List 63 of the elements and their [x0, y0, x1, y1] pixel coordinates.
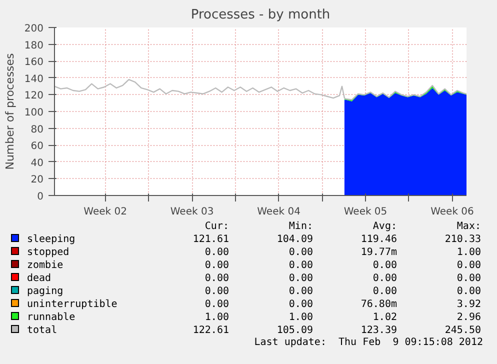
- chart-title: Processes - by month: [190, 8, 330, 22]
- text: 19.77m: [360, 246, 398, 259]
- text: 0.00: [204, 272, 230, 285]
- y-tick-label: 100: [24, 108, 44, 118]
- text: 0.00: [372, 259, 398, 272]
- text: 210.33: [444, 233, 482, 246]
- y-tick-label: 80: [30, 124, 44, 136]
- text: 1.00: [288, 311, 314, 324]
- legend-label: total: [26, 324, 58, 337]
- text: 123.39: [360, 324, 398, 337]
- text: 0.00: [204, 259, 230, 272]
- y-tick-label: 200: [24, 24, 44, 34]
- text: 2.96: [456, 311, 482, 324]
- text: Avg:: [372, 220, 398, 233]
- y-axis-title: Number of processes: [3, 52, 16, 170]
- text: 3.92: [456, 298, 482, 311]
- text: 0.00: [288, 298, 314, 311]
- text: 0.00: [204, 298, 230, 311]
- text: Max:: [456, 220, 482, 233]
- legend-label: sleeping: [26, 233, 76, 246]
- text: Last update: Thu Feb 9 09:15:08 2012: [253, 337, 484, 348]
- text: 1.00: [456, 246, 482, 259]
- x-tick-label: Week 04: [257, 206, 300, 218]
- x-tick-label: Week 02: [84, 206, 127, 218]
- text: 0.00: [288, 272, 314, 285]
- text: 76.80m: [360, 298, 398, 311]
- text: 122.61: [192, 324, 230, 337]
- text: 104.09: [276, 233, 314, 246]
- text: 0.00: [372, 272, 398, 285]
- text: 245.50: [444, 324, 482, 337]
- text: 0.00: [288, 259, 314, 272]
- x-tick-label: Week 03: [170, 206, 214, 218]
- y-tick-label: 180: [24, 40, 44, 52]
- text: 0.00: [372, 285, 398, 298]
- text: 0.00: [456, 259, 482, 272]
- text: 0.00: [288, 285, 314, 298]
- legend-label: runnable: [26, 311, 76, 324]
- x-tick-label: Week 05: [344, 206, 388, 218]
- text: Cur:: [204, 220, 230, 233]
- x-tick-label: Week 06: [430, 206, 474, 218]
- y-tick-label: 20: [30, 174, 44, 186]
- text: 0.00: [204, 246, 230, 259]
- text: 105.09: [276, 324, 314, 337]
- y-tick-label: 120: [24, 90, 44, 102]
- y-tick-label: 60: [30, 141, 44, 152]
- text: Min:: [288, 220, 314, 233]
- text: 121.61: [192, 233, 230, 246]
- text: 0.00: [456, 285, 482, 298]
- y-tick-label: 0: [37, 192, 44, 202]
- text: 1.02: [372, 311, 398, 324]
- legend-label: dead: [26, 272, 52, 285]
- text: 119.46: [360, 233, 398, 246]
- y-tick-label: 40: [30, 158, 44, 169]
- text: 0.00: [204, 285, 230, 298]
- text: 1.00: [204, 311, 230, 324]
- text: 0.00: [288, 246, 314, 259]
- y-tick-label: 160: [24, 57, 44, 68]
- legend-label: paging: [26, 285, 64, 298]
- text: 0.00: [456, 272, 482, 285]
- legend-label: uninterruptible: [26, 298, 118, 311]
- y-tick-label: 140: [24, 74, 44, 85]
- legend-label: stopped: [26, 246, 70, 259]
- legend-label: zombie: [26, 259, 64, 272]
